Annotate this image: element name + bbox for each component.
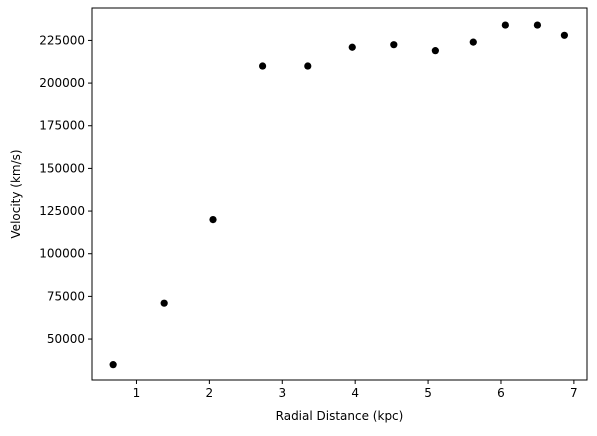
data-point	[304, 62, 312, 70]
data-point	[258, 62, 267, 70]
y-tick-label: 125000	[39, 204, 85, 218]
data-point	[209, 215, 217, 224]
x-axis-ticks: 1 2 3 4 5 6 7	[133, 380, 578, 400]
data-point	[109, 361, 117, 369]
y-tick-label: 175000	[39, 119, 85, 133]
y-tick-label: 75000	[47, 289, 85, 303]
y-tick-label: 50000	[47, 332, 85, 346]
axes-frame	[91, 7, 588, 381]
data-point	[560, 31, 569, 39]
y-tick-label: 150000	[39, 161, 85, 175]
plot-area	[91, 7, 588, 381]
data-points	[109, 21, 569, 369]
x-axis-label: Radial Distance (kpc)	[276, 409, 404, 423]
data-point	[160, 299, 168, 307]
y-tick-label: 225000	[39, 33, 85, 47]
y-axis-label: Velocity (km/s)	[9, 149, 23, 238]
data-point	[431, 47, 439, 55]
x-tick-label: 2	[206, 386, 214, 400]
x-tick-label: 5	[424, 386, 432, 400]
data-point	[469, 38, 477, 46]
y-axis-ticks: 50000 75000 100000 125000 150000 175000 200000…	[39, 33, 92, 346]
y-tick-label: 100000	[39, 247, 85, 261]
x-tick-label: 6	[497, 386, 505, 400]
data-point	[501, 21, 509, 29]
y-tick-label: 200000	[39, 76, 85, 90]
x-tick-label: 4	[351, 386, 359, 400]
data-point	[533, 21, 542, 29]
x-tick-label: 7	[570, 386, 578, 400]
x-tick-label: 1	[133, 386, 141, 400]
data-point	[348, 43, 356, 51]
x-tick-label: 3	[278, 386, 286, 400]
data-point	[390, 41, 398, 49]
